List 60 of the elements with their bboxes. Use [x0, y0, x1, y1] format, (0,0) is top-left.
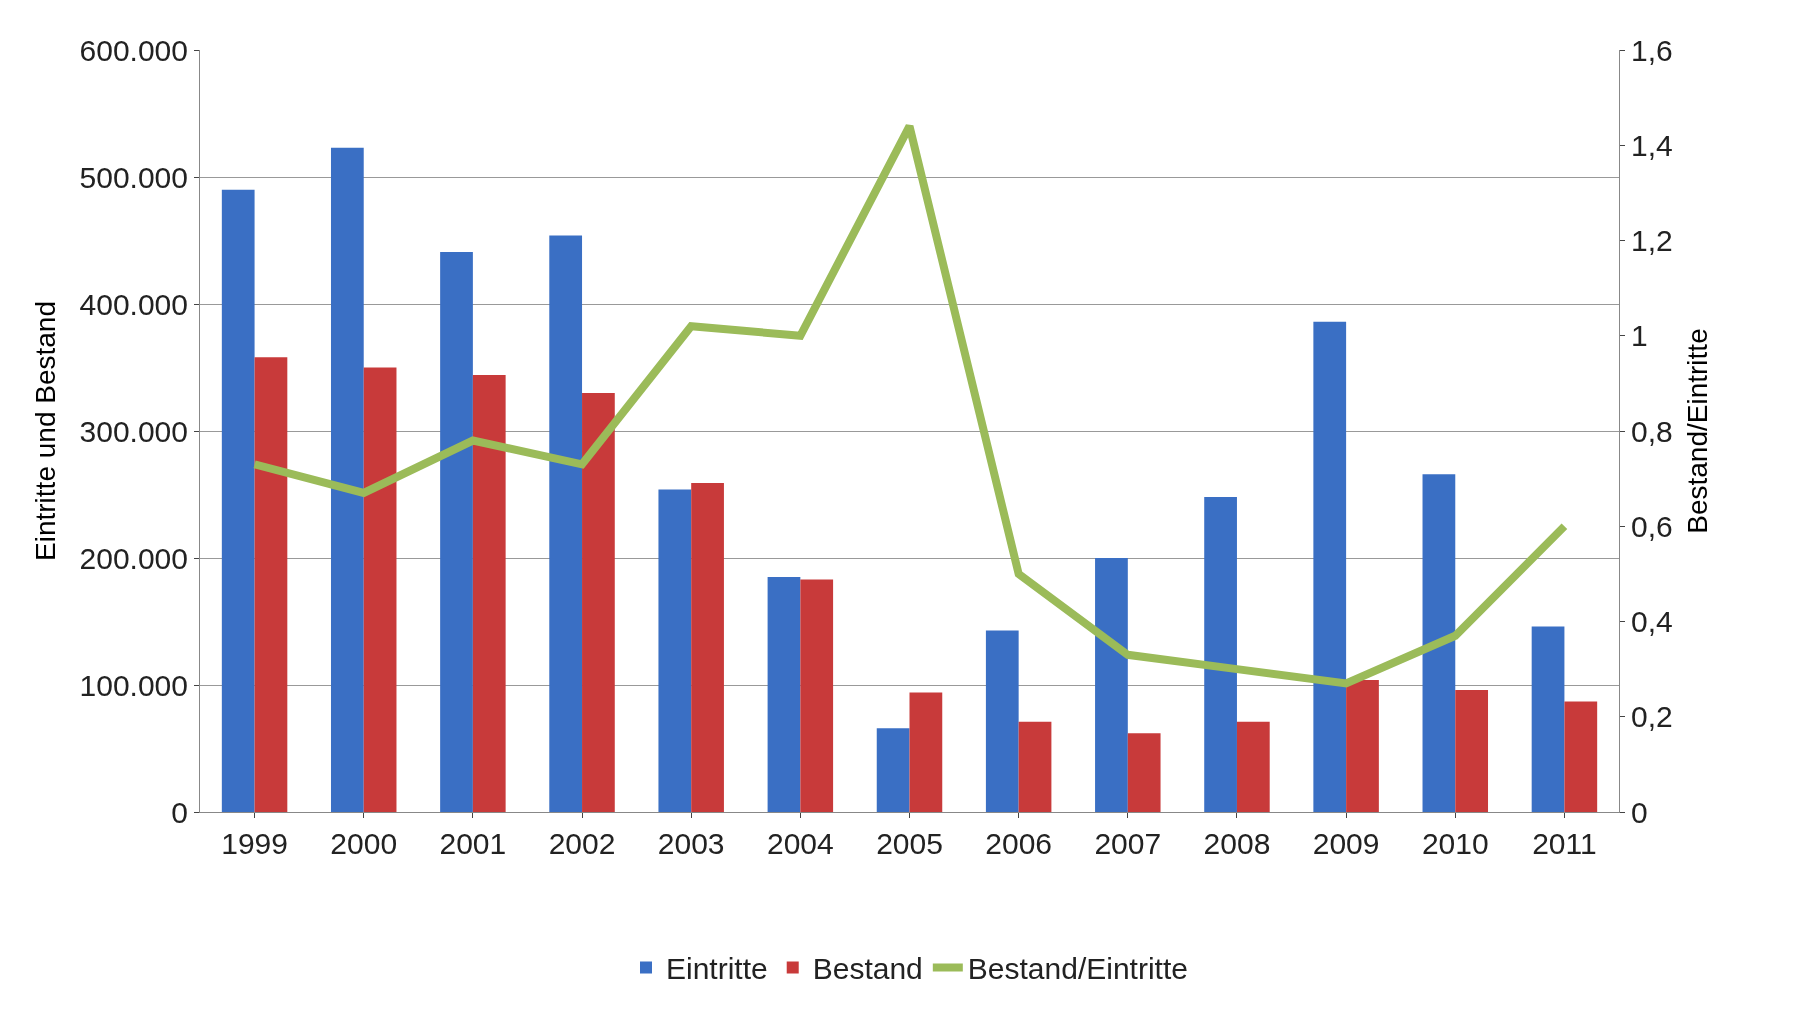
bar [1313, 321, 1347, 812]
x-tick-label: 2007 [1094, 827, 1162, 860]
bar [767, 577, 801, 812]
x-tick-label: 2011 [1532, 827, 1597, 860]
bar [1564, 701, 1598, 812]
bar [221, 189, 255, 812]
bar [254, 357, 288, 812]
bar [1346, 679, 1379, 812]
bar [1204, 497, 1237, 812]
bar [330, 147, 364, 812]
legend-label: Eintritte [666, 952, 768, 986]
y2-tick-label: 1,4 [1631, 128, 1673, 162]
y2-axis-title: Bestand/Eintritte [1681, 328, 1713, 534]
bar [1127, 733, 1161, 812]
x-tick-label: 2009 [1312, 827, 1380, 860]
bar [363, 367, 397, 812]
bar [658, 489, 692, 812]
legend-label: Bestand [812, 952, 923, 986]
bar [876, 728, 910, 812]
bar [440, 251, 473, 812]
bar [1422, 474, 1456, 812]
bar [1236, 721, 1270, 812]
bar [1531, 626, 1565, 812]
bar [582, 392, 615, 812]
x-tick-label: 2001 [439, 827, 507, 860]
bar [1018, 721, 1052, 812]
bar [800, 579, 834, 812]
x-tick-label: 2000 [330, 827, 398, 860]
x-tick-label: 1999 [221, 827, 288, 860]
y-axis-title: Eintritte und Bestand [30, 301, 62, 561]
y2-tick-label: 0,6 [1631, 509, 1673, 543]
bar [472, 375, 506, 812]
y-tick-label: 600.000 [79, 33, 188, 67]
bar [1095, 558, 1128, 812]
y2-tick-label: 0 [1631, 795, 1648, 829]
x-tick-label: 2003 [657, 827, 725, 860]
y-tick-label: 100.000 [79, 668, 188, 702]
legend-label: Bestand/Eintritte [967, 952, 1188, 986]
y-tick-label: 500.000 [79, 160, 188, 194]
bar [1455, 690, 1489, 812]
y2-tick-label: 1,6 [1631, 33, 1673, 67]
bar [909, 692, 943, 812]
y2-tick-label: 0,2 [1631, 700, 1673, 734]
bar [985, 630, 1019, 812]
x-tick-label: 2008 [1203, 827, 1271, 860]
y2-tick-label: 1 [1631, 319, 1648, 353]
y2-tick-label: 1,2 [1631, 224, 1673, 257]
y-tick-label: 200.000 [79, 541, 188, 575]
bar [691, 483, 724, 812]
x-tick-label: 2004 [766, 827, 834, 860]
x-tick-label: 2010 [1421, 827, 1489, 860]
y-tick-label: 400.000 [79, 287, 188, 321]
bar [549, 235, 583, 812]
x-tick-label: 2006 [985, 827, 1053, 860]
y-tick-label: 0 [171, 795, 188, 829]
y2-tick-label: 0,8 [1631, 414, 1673, 448]
x-tick-label: 2002 [548, 827, 616, 860]
x-tick-label: 2005 [876, 827, 943, 860]
y2-tick-label: 0,4 [1631, 605, 1673, 638]
y-tick-label: 300.000 [79, 414, 188, 448]
